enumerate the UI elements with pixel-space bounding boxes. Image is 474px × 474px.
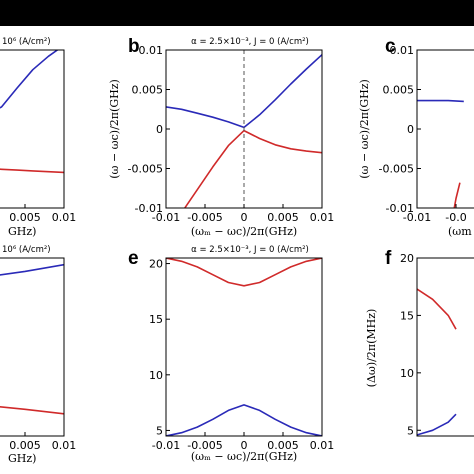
y-tick-label-c-2: 0	[407, 123, 414, 136]
y-tick-label-e-3: 20	[149, 258, 163, 271]
x-tick-label-a-0: 0.005	[9, 211, 41, 224]
panel-c: -0.01 -0.0 -0.01 -0.005 0 0.005 0.01c (ωm (ω − ω…	[358, 36, 474, 238]
panel-a: 0.005 0.01 10⁶ (A/cm²) GHz)	[0, 37, 76, 238]
y-tick-label-c-0: -0.01	[386, 202, 414, 215]
y-tick-label-c-3: 0.005	[383, 84, 415, 97]
y-tick-label-f-0: 5	[407, 424, 414, 437]
x-axis-label-a: GHz)	[8, 225, 36, 238]
y-axis-label-c: (ω − ωc)/2π(GHz)	[358, 79, 371, 179]
y-tick-label-f-2: 15	[400, 309, 414, 322]
series-line-c-0	[417, 99, 464, 103]
panel-letter-e: e	[128, 248, 139, 269]
y-tick-label-f-1: 10	[400, 367, 414, 380]
axes-frame-a	[0, 49, 65, 209]
x-tick-label-d-0: 0.005	[9, 439, 41, 452]
series-line-f-0	[417, 288, 457, 330]
series-line-e-0	[166, 258, 322, 287]
panel-b: -0.01 -0.005 0 0.005 0.01 -0.01 -0.005 0 0.005 0.…	[108, 36, 334, 238]
panel-letter-f: f	[385, 248, 392, 269]
y-tick-label-b-0: -0.01	[135, 202, 163, 215]
panel-title-d: 10⁶ (A/cm²)	[2, 245, 51, 255]
panel-d: 0.005 0.01 10⁶ (A/cm²) GHz)	[0, 245, 76, 465]
panel-f: 5 10 15 20 f (Δω)/2π(MHz)	[365, 248, 474, 437]
series-line-a-1	[0, 168, 64, 174]
panel-letter-b: b	[128, 36, 140, 57]
x-tick-label-b-2: 0	[241, 211, 248, 224]
x-tick-label-d-1: 0.01	[52, 439, 77, 452]
y-tick-label-c-1: -0.005	[379, 163, 414, 176]
x-tick-label-e-0: -0.01	[152, 439, 180, 452]
x-tick-label-e-3: 0.005	[267, 439, 299, 452]
x-tick-label-c-0: -0.01	[403, 211, 431, 224]
y-tick-label-f-3: 20	[400, 252, 414, 265]
y-tick-label-b-4: 0.01	[139, 44, 164, 57]
series-line-e-1	[166, 404, 322, 436]
panel-title-a: 10⁶ (A/cm²)	[2, 37, 51, 47]
axes-frame-d	[0, 257, 65, 437]
x-tick-label-b-1: -0.005	[187, 211, 222, 224]
y-tick-label-c-4: 0.01	[390, 44, 415, 57]
x-axis-label-d: GHz)	[8, 452, 36, 465]
y-tick-label-e-1: 10	[149, 369, 163, 382]
y-tick-label-b-3: 0.005	[132, 84, 164, 97]
x-tick-label-e-1: -0.005	[187, 439, 222, 452]
series-line-c-1	[453, 182, 461, 208]
series-line-f-1	[417, 413, 457, 436]
x-tick-label-b-0: -0.01	[152, 211, 180, 224]
y-tick-label-b-2: 0	[156, 123, 163, 136]
y-tick-label-e-0: 5	[156, 424, 163, 437]
x-tick-label-b-4: 0.01	[310, 211, 335, 224]
series-line-a-0	[0, 50, 59, 109]
panel-e: -0.01 -0.005 0 0.005 0.01 5 10 15 20 e α = 2.5×10⁻…	[128, 245, 334, 463]
x-tick-label-e-4: 0.01	[310, 439, 335, 452]
series-line-d-1	[0, 405, 64, 415]
x-tick-label-a-1: 0.01	[52, 211, 77, 224]
panel-letter-c: c	[385, 36, 396, 57]
x-axis-label-b: (ωₘ − ωc)/2π(GHz)	[191, 225, 297, 238]
x-axis-label-c: (ωm	[448, 225, 472, 238]
y-axis-label-b: (ω − ωc)/2π(GHz)	[108, 79, 121, 179]
y-axis-label-f: (Δω)/2π(MHz)	[365, 309, 378, 388]
x-tick-label-e-2: 0	[241, 439, 248, 452]
y-tick-label-b-1: -0.005	[128, 163, 163, 176]
x-tick-label-c-1: -0.0	[445, 211, 466, 224]
panel-title-b: α = 2.5×10⁻³, J = 0 (A/cm²)	[191, 37, 309, 47]
x-tick-label-b-3: 0.005	[267, 211, 299, 224]
panel-title-e: α = 2.5×10⁻³, J = 0 (A/cm²)	[191, 245, 309, 255]
series-line-d-0	[0, 263, 64, 276]
x-axis-label-e: (ωₘ − ωc)/2π(GHz)	[191, 450, 297, 463]
axes-frame-f	[416, 257, 474, 437]
y-tick-label-e-2: 15	[149, 313, 163, 326]
